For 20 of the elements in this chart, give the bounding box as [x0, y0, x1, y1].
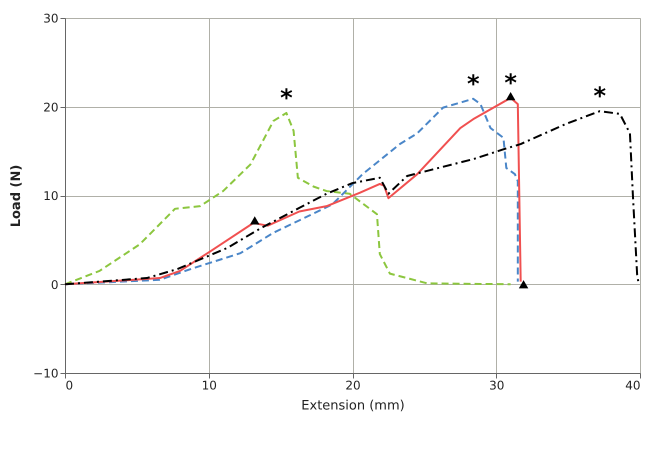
point: [250, 216, 260, 224]
point: [506, 92, 516, 100]
y-tick-label: −10: [33, 366, 58, 380]
annotation: *: [280, 84, 294, 112]
y-axis-title: Load (N): [9, 164, 24, 228]
x-axis-title: Extension (mm): [301, 398, 405, 414]
x-tick-label: 0: [66, 378, 74, 392]
y-tick-label: 10: [43, 189, 58, 203]
annotation: *: [593, 82, 606, 110]
x-tick-label: 20: [345, 378, 361, 392]
x-tick-label: 40: [625, 378, 640, 392]
x-tick-label: 30: [489, 378, 504, 392]
line-series: [64, 110, 640, 286]
y-tick-label: 20: [43, 100, 58, 114]
y-tick-label: 0: [50, 278, 58, 292]
annotation: *: [466, 70, 480, 98]
point: [518, 280, 528, 288]
annotation: *: [504, 68, 518, 97]
x-tick-label: 10: [202, 378, 217, 392]
y-tick-label: 30: [43, 12, 58, 26]
